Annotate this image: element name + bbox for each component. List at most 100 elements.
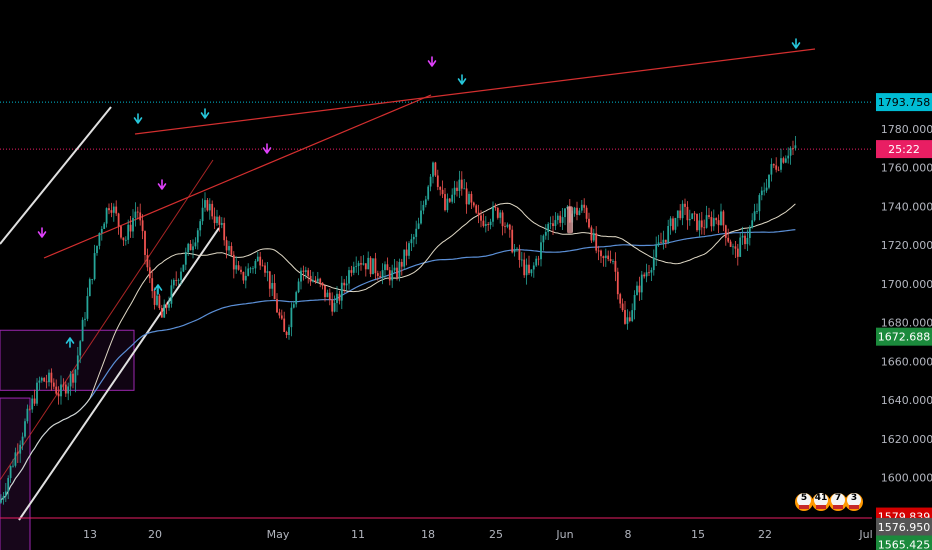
candle-body bbox=[4, 491, 7, 497]
price-axis[interactable]: 1600.000 1620.000 1640.000 1660.000 1680.000… bbox=[876, 93, 932, 550]
candle-body bbox=[588, 218, 590, 228]
candle bbox=[616, 267, 619, 300]
sell-signal-arrow bbox=[133, 113, 143, 124]
candle bbox=[688, 209, 691, 226]
candle-body bbox=[280, 315, 283, 319]
candle bbox=[307, 267, 310, 284]
candle bbox=[271, 274, 274, 297]
candle-body bbox=[518, 248, 521, 260]
candle-body bbox=[237, 265, 240, 270]
candle-body bbox=[122, 237, 125, 241]
sell-signal-arrow bbox=[427, 56, 437, 67]
candle bbox=[732, 243, 734, 255]
candle-body bbox=[218, 216, 221, 225]
event-marker[interactable]: 41 bbox=[812, 493, 830, 511]
candle bbox=[379, 271, 382, 278]
candle-body bbox=[758, 195, 761, 212]
candle-body bbox=[240, 269, 242, 272]
candle bbox=[57, 386, 60, 405]
candle-body bbox=[38, 380, 41, 383]
candle bbox=[758, 193, 761, 221]
candle-body bbox=[768, 174, 770, 188]
candle-body bbox=[283, 318, 286, 332]
event-marker[interactable]: 5 bbox=[795, 493, 813, 511]
candle bbox=[156, 289, 158, 307]
candle bbox=[525, 258, 528, 285]
candle-body bbox=[156, 295, 158, 305]
candle bbox=[153, 287, 156, 310]
candle bbox=[285, 330, 288, 339]
candle bbox=[194, 237, 197, 250]
sell-signal-arrow bbox=[262, 143, 272, 154]
candle bbox=[470, 191, 473, 209]
candle bbox=[532, 262, 535, 278]
candle bbox=[705, 205, 708, 229]
price-badge-label: 1565.425 bbox=[878, 538, 931, 550]
price-area[interactable] bbox=[0, 38, 872, 550]
candle bbox=[196, 228, 199, 250]
candle-body bbox=[338, 293, 341, 301]
candle-body bbox=[376, 273, 379, 276]
candle-body bbox=[748, 227, 751, 239]
candle-body bbox=[124, 239, 127, 241]
candle bbox=[504, 222, 506, 234]
time-axis[interactable]: 13 20 May 11 18 25 Jun 8 15 22 Jul bbox=[0, 517, 873, 541]
candle bbox=[583, 198, 586, 214]
candle-body bbox=[52, 382, 55, 387]
candle bbox=[328, 288, 331, 306]
candle bbox=[465, 182, 468, 214]
candle-body bbox=[612, 261, 614, 262]
event-marker[interactable]: 3 bbox=[845, 493, 863, 511]
candle bbox=[19, 440, 22, 463]
candle bbox=[794, 135, 797, 151]
candle-body bbox=[679, 210, 682, 219]
candle-body bbox=[220, 222, 223, 225]
candle bbox=[355, 256, 358, 273]
candle-body bbox=[468, 193, 470, 205]
candle-body bbox=[148, 267, 151, 279]
candle bbox=[206, 198, 209, 212]
candle-body bbox=[273, 283, 276, 300]
candle bbox=[115, 200, 118, 217]
candle bbox=[578, 207, 581, 216]
candle-body bbox=[235, 265, 238, 270]
candle bbox=[693, 211, 696, 222]
candle bbox=[710, 211, 713, 232]
candle-body bbox=[192, 246, 194, 251]
candle bbox=[12, 459, 14, 468]
candle bbox=[544, 224, 547, 240]
candle-body bbox=[655, 244, 658, 258]
candle bbox=[775, 157, 778, 173]
candle-body bbox=[436, 175, 439, 187]
event-count: 7 bbox=[835, 493, 841, 503]
candle-body bbox=[391, 270, 394, 281]
candle bbox=[403, 249, 406, 270]
candle bbox=[225, 236, 228, 259]
candle-body bbox=[328, 292, 331, 300]
candle-body bbox=[669, 218, 672, 226]
candle-body bbox=[583, 204, 586, 208]
candle bbox=[530, 269, 533, 277]
candle bbox=[321, 282, 324, 290]
candle-body bbox=[720, 211, 722, 226]
candle bbox=[278, 308, 281, 319]
candle-body bbox=[744, 235, 746, 245]
economic-events[interactable]: 5 41 7 3 bbox=[795, 493, 863, 511]
candle bbox=[211, 200, 214, 220]
candle-body bbox=[228, 246, 230, 251]
price-badge: 1672.688 bbox=[876, 327, 932, 346]
buy-signal-arrow bbox=[153, 284, 163, 295]
event-marker[interactable]: 7 bbox=[829, 493, 847, 511]
candle-body bbox=[312, 280, 314, 282]
candle-body bbox=[410, 239, 413, 244]
candle bbox=[396, 261, 398, 281]
candle bbox=[208, 198, 211, 220]
event-marker-face bbox=[847, 493, 861, 507]
candle bbox=[640, 270, 643, 301]
candle bbox=[316, 271, 319, 284]
candle-body bbox=[590, 227, 593, 241]
candle-body bbox=[271, 283, 274, 289]
time-tick-label: 20 bbox=[148, 528, 162, 541]
time-tick-label: May bbox=[267, 528, 290, 541]
